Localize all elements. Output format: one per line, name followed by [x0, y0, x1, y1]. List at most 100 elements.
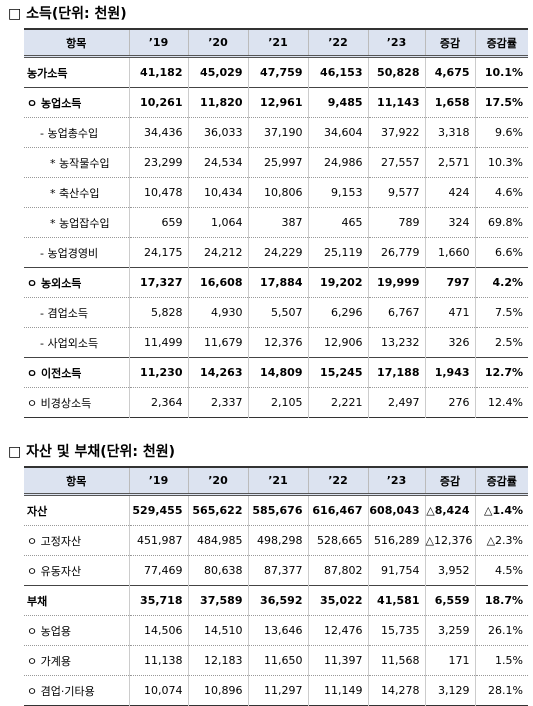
value-cell: 324	[424, 207, 475, 238]
value-cell: 2,571	[424, 147, 475, 178]
value-cell: 50,828	[367, 56, 425, 88]
value-cell: 14,510	[187, 615, 248, 646]
value-cell: 10,478	[128, 177, 188, 208]
item-cell: 농가소득	[27, 66, 68, 80]
item-cell: * 농업잡수입	[24, 207, 129, 238]
value-cell: 451,987	[128, 525, 188, 556]
value-cell: 10,074	[128, 675, 188, 706]
value-cell: 13,232	[367, 327, 425, 358]
value-cell: 3,952	[424, 555, 475, 586]
value-cell: 276	[424, 387, 475, 418]
value-cell: 28.1%	[474, 675, 528, 706]
header-cell: ’23	[367, 467, 425, 496]
header-cell: 증감	[424, 29, 475, 58]
value-cell: 12,376	[247, 327, 308, 358]
value-cell: 11,650	[247, 645, 308, 676]
value-cell: △1.4%	[474, 494, 528, 526]
value-cell: 47,759	[247, 56, 308, 88]
value-cell: 10.1%	[474, 56, 528, 88]
value-cell: 6.6%	[474, 237, 528, 268]
header-cell: ’21	[247, 467, 308, 496]
value-cell: 11,297	[247, 675, 308, 706]
value-cell: 35,022	[307, 585, 368, 616]
value-cell: 9,153	[307, 177, 368, 208]
value-cell: △8,424	[424, 494, 475, 526]
value-cell: 45,029	[187, 56, 248, 88]
value-cell: 2,337	[187, 387, 248, 418]
header-cell: ’23	[367, 29, 425, 58]
value-cell: 23,299	[128, 147, 188, 178]
value-cell: 5,828	[128, 297, 188, 328]
value-cell: 17,884	[247, 267, 308, 298]
value-cell: 4.5%	[474, 555, 528, 586]
value-cell: 465	[307, 207, 368, 238]
value-cell: 2,497	[367, 387, 425, 418]
table-row: 농가소득 41,182 45,029 47,759 46,153 50,828 4,675 1…	[24, 56, 528, 88]
table-row: ㅇ 유동자산 77,469 80,638 87,377 87,802 91,754 3,95…	[24, 555, 528, 586]
value-cell: 14,809	[247, 357, 308, 388]
value-cell: 10,896	[187, 675, 248, 706]
value-cell: 608,043	[367, 494, 425, 526]
value-cell: 565,622	[187, 494, 248, 526]
value-cell: 17,188	[367, 357, 425, 388]
value-cell: 387	[247, 207, 308, 238]
table-row: * 농작물수입 23,299 24,534 25,997 24,986 27,557 2,5…	[24, 147, 528, 178]
item-cell: ㅇ 이전소득	[24, 357, 129, 388]
table-row: * 축산수입 10,478 10,434 10,806 9,153 9,577 424 4.6…	[24, 177, 528, 208]
value-cell: 15,245	[307, 357, 368, 388]
value-cell: 484,985	[187, 525, 248, 556]
item-cell: ㅇ 고정자산	[24, 525, 129, 556]
header-cell: ’19	[128, 467, 188, 496]
header-row: 항목 ’19’20’21’22’23 증감 증감률	[24, 29, 528, 58]
header-cell: ’22	[307, 467, 368, 496]
table-row: 부채 35,718 37,589 36,592 35,022 41,581 6,559 18.…	[24, 585, 528, 616]
header-cell: 증감률	[474, 29, 528, 58]
value-cell: 34,604	[307, 117, 368, 148]
value-cell: 13,646	[247, 615, 308, 646]
value-cell: 24,175	[128, 237, 188, 268]
value-cell: 10,806	[247, 177, 308, 208]
value-cell: 12,961	[247, 87, 308, 118]
value-cell: 4.6%	[474, 177, 528, 208]
value-cell: 91,754	[367, 555, 425, 586]
table-row: ㅇ 겸업·기타용 10,074 10,896 11,297 11,149 14,278 3,…	[24, 675, 528, 706]
value-cell: 10,261	[128, 87, 188, 118]
table-row: ㅇ 농업소득 10,261 11,820 12,961 9,485 11,143 1,658…	[24, 87, 528, 118]
value-cell: 11,568	[367, 645, 425, 676]
value-cell: 19,202	[307, 267, 368, 298]
value-cell: 12.7%	[474, 357, 528, 388]
value-cell: 11,820	[187, 87, 248, 118]
value-cell: 1,658	[424, 87, 475, 118]
table-row: 자산 529,455 565,622 585,676 616,467 608,043 △8,…	[24, 494, 528, 526]
header-cell: 증감률	[474, 467, 528, 496]
value-cell: △2.3%	[474, 525, 528, 556]
value-cell: 25,119	[307, 237, 368, 268]
value-cell: 2,364	[128, 387, 188, 418]
value-cell: 37,589	[187, 585, 248, 616]
value-cell: 4,675	[424, 56, 475, 88]
value-cell: 789	[367, 207, 425, 238]
value-cell: 2,105	[247, 387, 308, 418]
data-table: 항목 ’19’20’21’22’23 증감 증감률 자산 529,455 565,622 58…	[24, 466, 528, 706]
value-cell: 10,434	[187, 177, 248, 208]
value-cell: 26.1%	[474, 615, 528, 646]
table-body: 농가소득 41,182 45,029 47,759 46,153 50,828 4,675 1…	[24, 56, 528, 418]
value-cell: 4.2%	[474, 267, 528, 298]
item-cell: - 겸업소득	[24, 297, 129, 328]
value-cell: 11,230	[128, 357, 188, 388]
value-cell: 3,129	[424, 675, 475, 706]
value-cell: 326	[424, 327, 475, 358]
data-table: 항목 ’19’20’21’22’23 증감 증감률 농가소득 41,182 45,029 47…	[24, 28, 528, 418]
value-cell: 11,138	[128, 645, 188, 676]
value-cell: 11,679	[187, 327, 248, 358]
item-cell: 자산	[27, 504, 48, 518]
value-cell: 516,289	[367, 525, 425, 556]
value-cell: 10.3%	[474, 147, 528, 178]
value-cell: 25,997	[247, 147, 308, 178]
value-cell: 37,922	[367, 117, 425, 148]
value-cell: 24,212	[187, 237, 248, 268]
value-cell: 24,534	[187, 147, 248, 178]
header-row: 항목 ’19’20’21’22’23 증감 증감률	[24, 467, 528, 496]
table-row: - 겸업소득 5,828 4,930 5,507 6,296 6,767 471 7.5%	[24, 297, 528, 328]
item-cell: ㅇ 겸업·기타용	[24, 675, 129, 706]
